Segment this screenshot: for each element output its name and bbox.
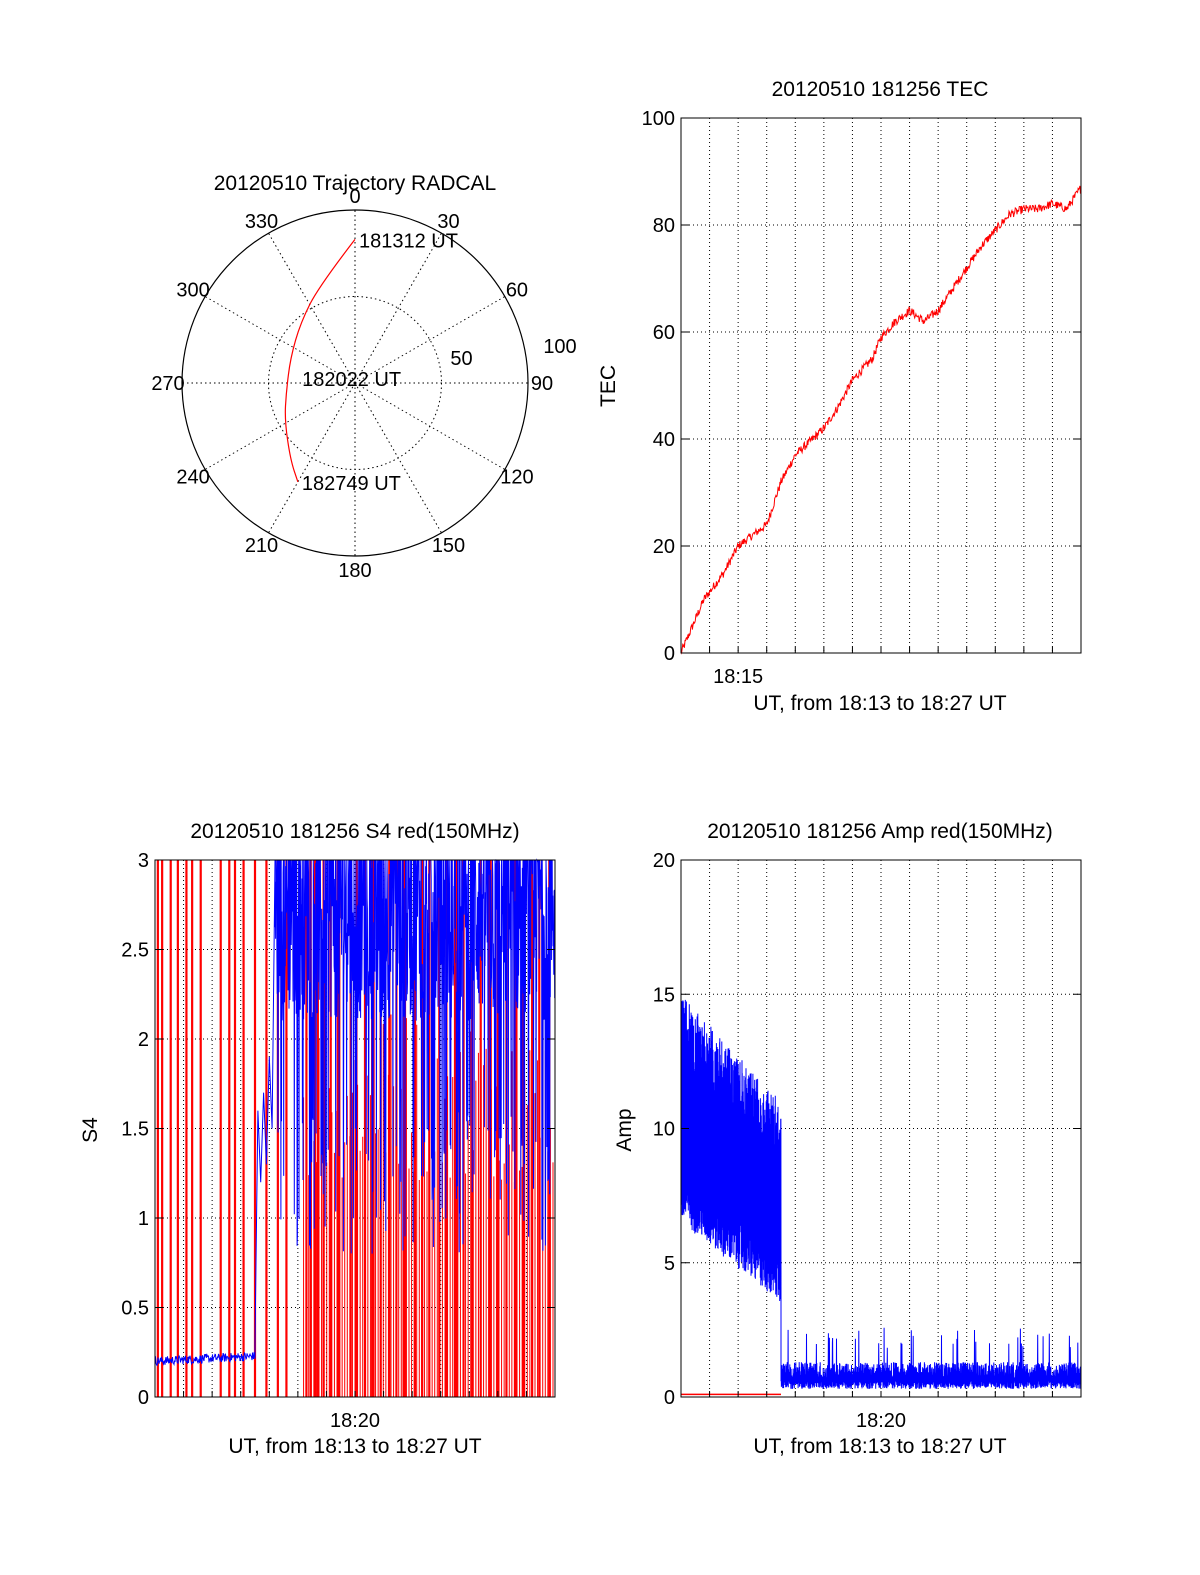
amp-ticks: 0 5 10 15 20 18:20 <box>653 850 1081 1432</box>
amp-title: 20120510 181256 Amp red(150MHz) <box>707 820 1053 843</box>
polar-angle-label: 30 <box>437 211 459 233</box>
tec-ylabel: TEC <box>597 365 620 407</box>
s4-blue-low-line <box>154 859 276 1367</box>
polar-angle-label: 150 <box>432 535 465 557</box>
polar-spoke <box>204 296 356 384</box>
polar-angle-label: 330 <box>245 211 278 233</box>
s4-title: 20120510 181256 S4 red(150MHz) <box>190 820 519 843</box>
y-tick-label: 1 <box>138 1208 149 1230</box>
s4-ylabel: S4 <box>79 1117 102 1143</box>
polar-spoke <box>354 232 442 384</box>
x-tick-label: 18:15 <box>713 666 763 688</box>
polar-angle-label: 240 <box>176 467 209 489</box>
s4-ticks: 0 0.5 1 1.5 2 2.5 3 18:20 <box>121 850 555 1432</box>
polar-spoke <box>354 382 506 470</box>
y-tick-label: 2 <box>138 1029 149 1051</box>
polar-spoke <box>204 382 356 470</box>
trajectory-annotation: 182022 UT <box>302 369 401 391</box>
trajectory-line <box>284 239 356 483</box>
amp-ylabel: Amp <box>613 1108 636 1151</box>
amp-xlabel: UT, from 18:13 to 18:27 UT <box>753 1435 1006 1458</box>
amp-panel: 20120510 181256 Amp red(150MHz) 0 5 10 15 20… <box>613 820 1082 1458</box>
amp-axes-frame <box>680 859 1082 1398</box>
polar-angle-label: 90 <box>531 373 553 395</box>
polar-angle-labels: 0 30 60 90 120 150 180 210 240 270 300 330 <box>151 186 553 582</box>
y-tick-label: 1.5 <box>121 1119 149 1141</box>
polar-spoke <box>354 382 442 534</box>
y-tick-label: 0 <box>664 643 675 665</box>
polar-angle-label: 0 <box>349 186 360 208</box>
polar-radial-label: 50 <box>450 348 472 370</box>
trajectory-title: 20120510 Trajectory RADCAL <box>214 172 497 195</box>
amp-blue-line <box>680 999 1082 1389</box>
y-tick-label: 5 <box>664 1253 675 1275</box>
tec-grid <box>681 118 1081 653</box>
polar-spoke <box>268 232 356 384</box>
s4-panel: 20120510 181256 S4 red(150MHz) 0 0.5 1 1.5 2… <box>79 820 556 1458</box>
tec-xlabel: UT, from 18:13 to 18:27 UT <box>753 692 1006 715</box>
polar-radial-labels: 50 100 <box>450 336 576 370</box>
trajectory-annotations: 181312 UT 182022 UT 182749 UT <box>302 230 458 494</box>
trajectory-annotation: 182749 UT <box>302 473 401 495</box>
tec-title: 20120510 181256 TEC <box>772 78 989 101</box>
polar-angle-label: 270 <box>151 373 184 395</box>
y-tick-label: 2.5 <box>121 940 149 962</box>
y-tick-label: 40 <box>653 429 675 451</box>
polar-angle-label: 60 <box>506 280 528 302</box>
tec-panel: 20120510 181256 TEC 0 20 40 60 80 100 18:15 TE… <box>597 78 1082 715</box>
polar-spoke <box>354 296 506 384</box>
polar-angle-label: 180 <box>338 560 371 582</box>
tec-series-line <box>680 185 1082 655</box>
polar-angle-label: 210 <box>245 535 278 557</box>
polar-spoke <box>268 382 356 534</box>
x-tick-label: 18:20 <box>856 1410 906 1432</box>
y-tick-label: 10 <box>653 1119 675 1141</box>
s4-xlabel: UT, from 18:13 to 18:27 UT <box>228 1435 481 1458</box>
y-tick-label: 80 <box>653 215 675 237</box>
polar-outer-circle <box>181 209 529 557</box>
y-tick-label: 0 <box>664 1387 675 1409</box>
trajectory-annotation: 181312 UT <box>359 230 458 252</box>
tec-ticks: 0 20 40 60 80 100 18:15 <box>642 108 1081 688</box>
polar-angle-label: 300 <box>176 280 209 302</box>
y-tick-label: 0 <box>138 1387 149 1409</box>
y-tick-label: 100 <box>642 108 675 130</box>
x-tick-label: 18:20 <box>330 1410 380 1432</box>
polar-grid <box>181 209 529 557</box>
polar-angle-label: 120 <box>500 467 533 489</box>
y-tick-label: 3 <box>138 850 149 872</box>
y-tick-label: 20 <box>653 536 675 558</box>
y-tick-label: 20 <box>653 850 675 872</box>
y-tick-label: 15 <box>653 984 675 1006</box>
polar-radial-label: 100 <box>543 336 576 358</box>
s4-axes-frame <box>154 859 556 1398</box>
tec-axes-frame <box>680 117 1082 654</box>
trajectory-panel: 20120510 Trajectory RADCAL 0 30 60 90 120 150… <box>151 172 576 582</box>
y-tick-label: 0.5 <box>121 1298 149 1320</box>
y-tick-label: 60 <box>653 322 675 344</box>
